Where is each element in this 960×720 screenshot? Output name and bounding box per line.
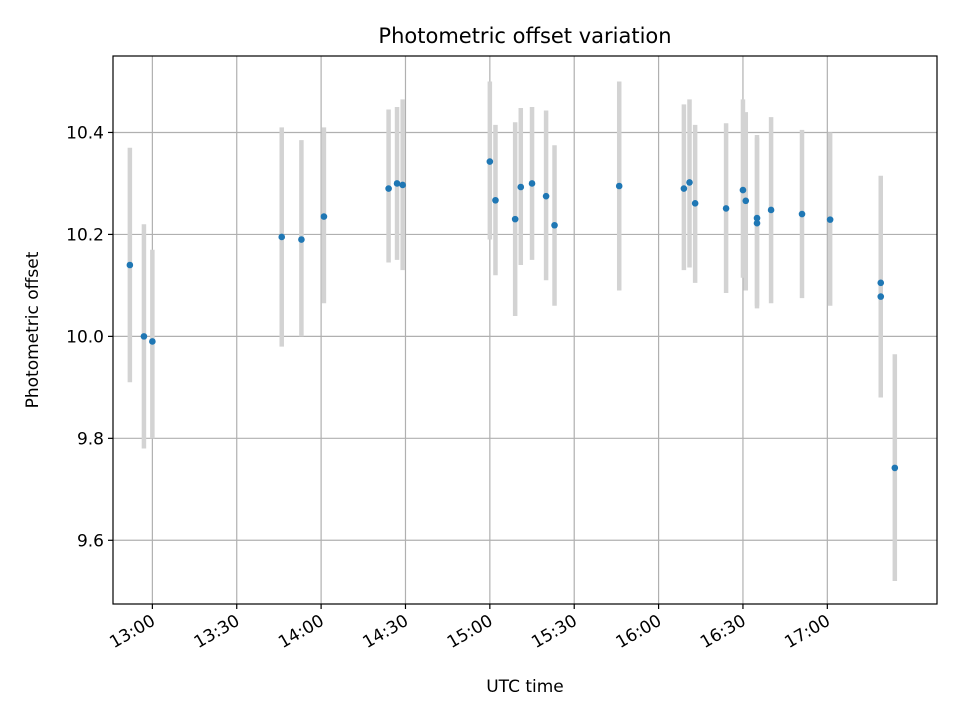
data-point	[686, 179, 693, 186]
data-point	[385, 185, 392, 192]
x-tick-label: 14:30	[360, 611, 412, 653]
data-point	[767, 206, 775, 214]
y-axis-label: Photometric offset	[23, 251, 43, 408]
data-point	[891, 464, 899, 472]
y-tick-label: 9.8	[77, 429, 104, 449]
data-point	[517, 183, 525, 191]
chart-title: Photometric offset variation	[378, 24, 671, 48]
data-point	[149, 338, 156, 345]
data-point	[551, 221, 558, 229]
data-point	[486, 158, 494, 165]
data-point	[126, 261, 134, 269]
x-tick-label: 17:00	[781, 611, 833, 653]
x-tick-label: 16:30	[697, 611, 749, 653]
x-axis-label: UTC time	[486, 677, 564, 697]
data-point	[492, 196, 499, 204]
y-tick-label: 10.0	[66, 327, 104, 347]
data-point	[691, 200, 699, 207]
x-tick-label: 15:30	[528, 611, 580, 653]
data-point	[615, 182, 623, 190]
data-point	[798, 210, 806, 218]
data-point	[511, 215, 519, 223]
data-point	[393, 180, 401, 187]
data-point	[298, 236, 305, 243]
y-tick-label: 9.6	[77, 531, 104, 551]
y-tick-label: 10.2	[66, 225, 104, 245]
data-point	[680, 185, 688, 192]
x-tick-label: 15:00	[444, 611, 496, 653]
data-point	[826, 216, 834, 223]
data-point	[753, 214, 761, 222]
x-tick-label: 13:00	[106, 611, 158, 653]
data-point	[877, 293, 885, 300]
data-point	[399, 181, 406, 189]
data-point	[742, 197, 750, 205]
y-tick-label: 10.4	[66, 123, 104, 143]
x-axis-ticks: 13:00 13:30 14:00 14:30 15:00 15:30 16:00 16:30…	[106, 604, 834, 653]
plot-frame	[112, 55, 938, 605]
data-point	[278, 233, 286, 241]
x-tick-label: 14:00	[275, 611, 327, 653]
x-tick-label: 13:30	[191, 611, 243, 653]
data-points	[126, 158, 899, 472]
data-point	[753, 219, 761, 227]
data-point	[528, 180, 536, 187]
y-axis-ticks: 9.6 9.8 10.0 10.2 10.4	[66, 123, 113, 551]
data-point	[140, 333, 148, 340]
grid	[113, 56, 937, 604]
error-bars	[127, 81, 898, 582]
data-point	[877, 279, 885, 287]
x-tick-label: 16:00	[613, 611, 665, 653]
data-point	[739, 186, 747, 194]
data-point	[722, 205, 730, 212]
data-point	[542, 192, 550, 200]
data-point	[320, 213, 328, 220]
